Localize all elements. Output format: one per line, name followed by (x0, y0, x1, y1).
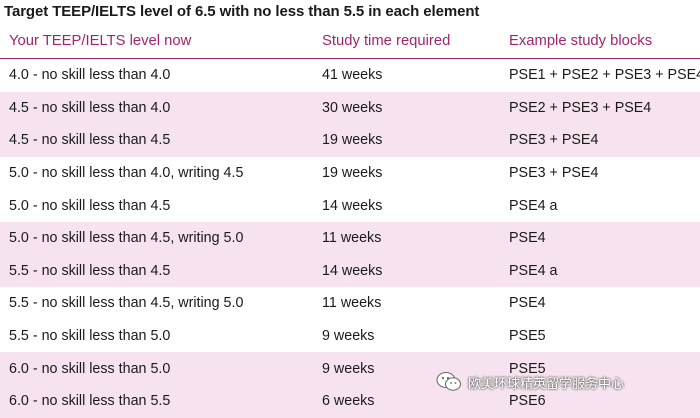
cell-study-blocks: PSE5 (509, 360, 546, 377)
cell-current-level: 5.5 - no skill less than 4.5, writing 5.… (9, 295, 244, 312)
table-row: 5.0 - no skill less than 4.0, writing 4.… (0, 157, 700, 190)
cell-current-level: 5.5 - no skill less than 5.0 (9, 328, 171, 345)
cell-study-blocks: PSE3 + PSE4 (509, 165, 599, 182)
cell-study-time: 9 weeks (322, 360, 375, 377)
study-table: Your TEEP/IELTS level now Study time req… (0, 24, 700, 418)
table-row: 5.0 - no skill less than 4.5, writing 5.… (0, 221, 700, 255)
cell-study-time: 19 weeks (322, 165, 383, 182)
table-header: Your TEEP/IELTS level now Study time req… (0, 24, 700, 59)
cell-current-level: 5.0 - no skill less than 4.5 (9, 197, 171, 214)
table-row: 4.5 - no skill less than 4.5 19 weeks PSE3… (0, 124, 700, 157)
cell-study-time: 30 weeks (322, 99, 383, 116)
header-current-level: Your TEEP/IELTS level now (9, 33, 192, 49)
cell-study-blocks: PSE3 + PSE4 (509, 132, 599, 149)
cell-study-time: 6 weeks (322, 393, 375, 410)
cell-study-blocks: PSE6 (509, 393, 546, 410)
cell-study-blocks: PSE4 (509, 295, 546, 312)
cell-study-blocks: PSE4 (509, 230, 546, 247)
cell-current-level: 4.5 - no skill less than 4.5 (9, 132, 171, 149)
table-row: 5.0 - no skill less than 4.5 14 weeks PSE4… (0, 189, 700, 222)
cell-study-blocks: PSE4 a (509, 262, 558, 279)
watermark: 欧美环球精英留学服务中心 (436, 370, 624, 394)
page-title: Target TEEP/IELTS level of 6.5 with no l… (4, 3, 480, 20)
cell-study-blocks: PSE1 + PSE2 + PSE3 + PSE4 (509, 67, 700, 84)
watermark-text: 欧美环球精英留学服务中心 (468, 375, 625, 391)
cell-study-blocks: PSE5 (509, 328, 546, 345)
header-study-blocks: Example study blocks (509, 33, 653, 49)
table-row: 4.0 - no skill less than 4.0 41 weeks PSE1… (0, 59, 700, 92)
table-row: 5.5 - no skill less than 4.5 14 weeks PSE4… (0, 254, 700, 288)
cell-study-time: 14 weeks (322, 262, 383, 279)
cell-study-time: 9 weeks (322, 328, 375, 345)
table-row: 5.5 - no skill less than 5.0 9 weeks PSE5 (0, 320, 700, 353)
table-row: 6.0 - no skill less than 5.0 9 weeks PSE5 (0, 352, 700, 385)
cell-current-level: 5.0 - no skill less than 4.0, writing 4.… (9, 165, 244, 182)
cell-current-level: 4.5 - no skill less than 4.0 (9, 99, 171, 116)
cell-current-level: 4.0 - no skill less than 4.0 (9, 67, 171, 84)
cell-current-level: 5.5 - no skill less than 4.5 (9, 262, 171, 279)
cell-current-level: 6.0 - no skill less than 5.5 (9, 393, 171, 410)
cell-study-time: 11 weeks (322, 295, 382, 312)
table-row: 5.5 - no skill less than 4.5, writing 5.… (0, 287, 700, 320)
cell-study-time: 11 weeks (322, 230, 382, 247)
cell-current-level: 6.0 - no skill less than 5.0 (9, 360, 171, 377)
header-study-time: Study time required (322, 33, 451, 49)
cell-study-blocks: PSE4 a (509, 197, 558, 214)
table-row: 4.5 - no skill less than 4.0 30 weeks PSE2… (0, 91, 700, 125)
cell-study-blocks: PSE2 + PSE3 + PSE4 (509, 99, 652, 116)
cell-study-time: 14 weeks (322, 197, 383, 214)
table-row: 6.0 - no skill less than 5.5 6 weeks PSE6 (0, 384, 700, 418)
cell-current-level: 5.0 - no skill less than 4.5, writing 5.… (9, 230, 244, 247)
wechat-icon (436, 371, 462, 393)
cell-study-time: 41 weeks (322, 67, 383, 84)
cell-study-time: 19 weeks (322, 132, 383, 149)
